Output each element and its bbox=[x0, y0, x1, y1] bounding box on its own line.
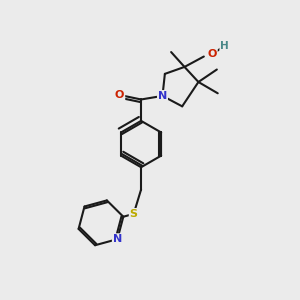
Text: O: O bbox=[115, 90, 124, 100]
Text: N: N bbox=[113, 234, 122, 244]
Text: S: S bbox=[130, 209, 138, 219]
Text: H: H bbox=[220, 41, 229, 51]
Text: O: O bbox=[208, 49, 217, 59]
Text: N: N bbox=[158, 91, 167, 101]
